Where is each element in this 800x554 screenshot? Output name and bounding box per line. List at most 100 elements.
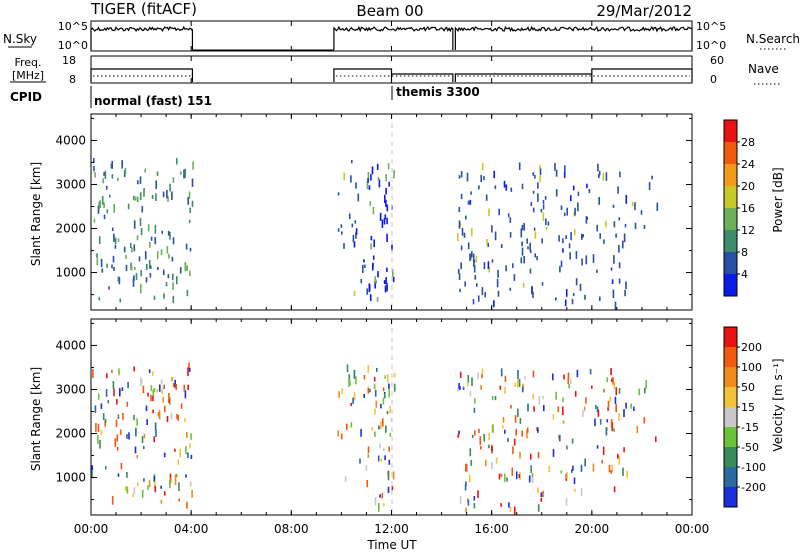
velocity-cell: [155, 429, 157, 437]
velocity-cell: [483, 433, 485, 442]
velocity-cell: [180, 403, 183, 409]
velocity-cell: [170, 412, 173, 420]
cpid-mode-normal: normal (fast) 151: [94, 94, 212, 108]
power-colorbar-swatch: [724, 252, 737, 274]
velocity-cell: [174, 448, 176, 452]
power-cell: [162, 269, 165, 276]
power-cell: [523, 222, 525, 231]
power-cell: [651, 175, 653, 180]
power-cell: [117, 177, 119, 182]
power-cell: [562, 238, 564, 244]
velocity-cell: [178, 498, 180, 502]
y-tick-label: 1000: [55, 471, 86, 485]
velocity-cell: [367, 387, 370, 394]
time-axis: 00:00 04:00 08:00 12:00 16:00 20:00 00:00: [74, 21, 709, 536]
power-cell: [558, 235, 560, 242]
velocity-cell: [466, 381, 469, 387]
velocity-cell: [565, 498, 568, 506]
velocity-cell: [504, 386, 506, 394]
power-cell: [533, 227, 536, 231]
power-cell: [518, 162, 521, 171]
power-cell: [539, 167, 542, 176]
power-cell: [469, 199, 472, 205]
velocity-cell: [477, 372, 479, 380]
velocity-cell: [465, 481, 467, 487]
velocity-cell: [552, 448, 555, 457]
velocity-cell: [535, 426, 538, 431]
power-cell: [93, 218, 96, 223]
velocity-cell: [160, 499, 163, 504]
velocity-cell: [174, 474, 177, 478]
velocity-cell: [540, 492, 543, 498]
power-cell: [374, 281, 376, 289]
power-cell: [184, 263, 187, 272]
power-cell: [98, 201, 101, 209]
freq-label-line1: Freq.: [14, 56, 41, 69]
velocity-cell: [150, 385, 153, 392]
velocity-cell: [184, 418, 186, 423]
velocity-cell: [473, 496, 476, 501]
velocity-cell: [542, 395, 544, 400]
power-cell: [99, 200, 101, 208]
velocity-cell: [161, 389, 163, 394]
velocity-cell: [371, 427, 374, 431]
power-cell: [497, 269, 499, 278]
velocity-cell: [374, 408, 376, 415]
velocity-cell: [190, 433, 192, 440]
power-cell: [634, 202, 636, 211]
velocity-cell: [392, 471, 395, 480]
velocity-cell: [592, 463, 595, 472]
velocity-cell: [379, 494, 381, 498]
power-cell: [461, 228, 464, 236]
power-cell: [463, 232, 466, 238]
power-cell: [512, 263, 514, 268]
power-cell: [529, 249, 532, 253]
velocity-cell: [626, 470, 628, 478]
power-cell: [614, 301, 617, 310]
velocity-cell: [373, 383, 376, 390]
power-cell: [149, 242, 151, 248]
velocity-cell: [474, 398, 476, 404]
power-cell: [154, 237, 157, 245]
velocity-colorbar-swatch: [724, 367, 737, 387]
power-cell: [367, 177, 369, 183]
velocity-cell: [502, 424, 504, 429]
power-cell: [393, 169, 395, 179]
velocity-cell: [367, 446, 370, 454]
power-cell: [145, 277, 148, 283]
power-cell: [477, 295, 480, 302]
power-cell: [144, 168, 146, 173]
power-cell: [560, 205, 563, 210]
power-cell: [532, 172, 535, 176]
velocity-cell: [168, 393, 170, 400]
velocity-cell: [610, 367, 612, 376]
velocity-cell: [141, 379, 143, 384]
power-cell: [509, 232, 512, 238]
power-cell: [386, 267, 388, 272]
velocity-colorbar-frame: [723, 326, 738, 508]
power-cell: [186, 265, 188, 271]
velocity-cell: [385, 425, 387, 433]
velocity-cell: [477, 490, 479, 499]
velocity-cell: [132, 493, 134, 498]
velocity-cell: [148, 369, 151, 373]
power-cell: [631, 201, 634, 207]
power-panel: 1000 2000 3000 4000 Slant Range [km] 4 8 12 16…: [29, 113, 785, 311]
y-tick-label: 3000: [55, 382, 86, 396]
velocity-cell: [611, 464, 613, 472]
power-cell: [114, 244, 117, 249]
power-cell: [343, 172, 345, 181]
power-cell: [188, 219, 191, 223]
power-cell: [570, 195, 572, 202]
velocity-cell: [596, 406, 599, 413]
power-cell: [192, 161, 194, 170]
velocity-cell: [503, 473, 506, 483]
velocity-cell: [567, 378, 569, 385]
nsky-right-tick-top: 10^5: [696, 20, 726, 33]
velocity-cell: [172, 383, 175, 388]
velocity-cell: [517, 379, 519, 388]
velocity-cell: [379, 443, 381, 449]
power-cell: [172, 177, 175, 183]
y-tick-label: 4000: [55, 133, 86, 147]
velocity-cell: [517, 408, 519, 418]
